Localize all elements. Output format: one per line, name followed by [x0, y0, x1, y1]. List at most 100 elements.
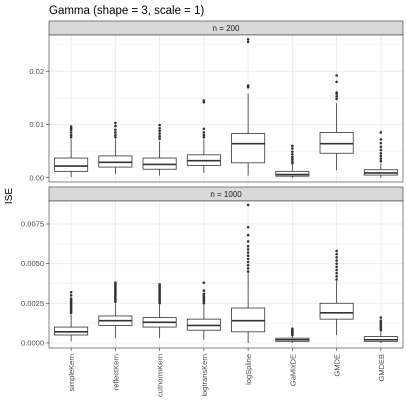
y-tick-label: 0.00 [29, 173, 44, 182]
outlier-point [202, 131, 206, 134]
outlier-point [114, 133, 117, 137]
outlier-point [291, 153, 294, 156]
outlier-point [246, 270, 250, 273]
outlier-point [291, 150, 294, 153]
box-simpleKern [54, 125, 89, 178]
outlier-point [379, 141, 383, 145]
y-tick-label: 0.0075 [21, 220, 44, 229]
outlier-point [335, 80, 338, 84]
outlier-point [335, 74, 338, 77]
box-GMDEB [363, 131, 398, 178]
outlier-point [69, 297, 73, 300]
outlier-point [114, 121, 117, 125]
outlier-point [291, 159, 294, 163]
outlier-point [335, 271, 338, 275]
outlier-point [335, 259, 338, 262]
box-logSpline [231, 203, 266, 343]
outlier-point [246, 254, 250, 258]
x-tick-label: reflectKern [111, 354, 120, 390]
outlier-point [335, 249, 338, 253]
box-simpleKern [54, 290, 89, 342]
outlier-point [246, 240, 250, 243]
box-logtransKern [186, 99, 221, 173]
box-iqr [54, 157, 89, 172]
outlier-point [291, 327, 294, 330]
outlier-point [114, 281, 117, 284]
box-reflectKern [98, 281, 133, 339]
outlier-point [291, 157, 294, 161]
outlier-point [379, 159, 383, 163]
x-tick-label: simpleKern [67, 354, 76, 392]
outlier-point [335, 268, 338, 272]
x-tick-label: GaMixDE [288, 354, 297, 386]
outlier-point [379, 148, 383, 152]
outlier-point [114, 124, 117, 128]
box-logSpline [231, 37, 266, 176]
outlier-point [246, 257, 250, 261]
outlier-point [246, 251, 250, 254]
panel-border [48, 200, 404, 349]
y-tick-label: 0.02 [29, 67, 44, 76]
x-tick-label: cutnormKern [156, 354, 165, 397]
panel-border [48, 34, 404, 183]
box-reflectKern [98, 121, 133, 175]
outlier-point [379, 154, 383, 158]
outlier-point [246, 263, 250, 267]
outlier-point [114, 135, 117, 139]
x-tick-label: logSpline [244, 354, 253, 385]
y-tick-label: 0.01 [29, 120, 44, 129]
x-tick-label: logtransKern [200, 354, 209, 397]
outlier-point [379, 319, 383, 323]
y-tick-label: 0.0000 [21, 339, 44, 348]
outlier-point [202, 127, 206, 131]
outlier-point [291, 162, 294, 165]
outlier-point [335, 278, 338, 281]
box-cutnormKern [142, 123, 177, 176]
outlier-point [69, 125, 73, 128]
outlier-point [202, 292, 206, 296]
outlier-point [246, 260, 250, 264]
outlier-point [202, 281, 206, 284]
y-tick-label: 0.0025 [21, 299, 44, 308]
outlier-point [379, 131, 383, 134]
box-logtransKern [186, 281, 221, 340]
outlier-point [246, 244, 250, 248]
x-tick-label: GMDEB [377, 354, 386, 382]
outlier-point [335, 265, 338, 269]
outlier-point [69, 290, 73, 294]
outlier-point [291, 155, 294, 159]
outlier-point [246, 225, 250, 229]
facet-strip-label: n = 1000 [210, 190, 242, 199]
y-tick-label: 0.0050 [21, 259, 44, 268]
outlier-point [69, 294, 73, 297]
outlier-point [158, 134, 161, 138]
outlier-point [158, 282, 161, 286]
outlier-point [246, 248, 250, 251]
y-axis-title: ISE [4, 188, 15, 204]
outlier-point [246, 37, 250, 41]
outlier-point [335, 94, 338, 98]
outlier-point [158, 123, 161, 127]
outlier-point [246, 40, 250, 44]
outlier-point [158, 126, 161, 130]
outlier-point [202, 133, 206, 137]
box-cutnormKern [142, 282, 177, 339]
outlier-point [335, 252, 338, 256]
outlier-point [246, 233, 250, 237]
panel-0: n = 200 0.00 0.01 0.02 [29, 20, 404, 183]
outlier-point [291, 144, 294, 148]
outlier-point [379, 157, 383, 160]
outlier-point [202, 99, 206, 102]
outlier-point [379, 138, 383, 141]
outlier-point [202, 135, 206, 139]
outlier-point [379, 151, 383, 155]
outlier-point [114, 128, 117, 132]
outlier-point [335, 262, 338, 265]
box-iqr [319, 302, 354, 320]
x-tick-label: GMDE [333, 354, 342, 377]
box-GMDE [319, 249, 354, 335]
outlier-point [379, 316, 383, 319]
outlier-point [69, 135, 73, 139]
box-iqr [231, 133, 266, 164]
